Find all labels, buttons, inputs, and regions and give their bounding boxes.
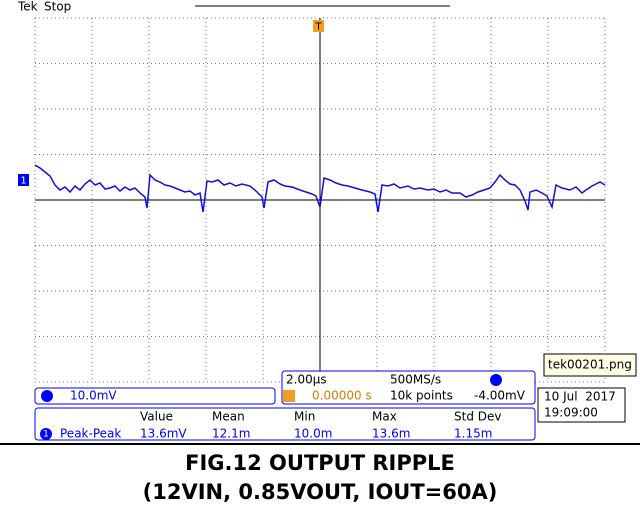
meas-header: Value xyxy=(140,410,173,424)
trig-icon xyxy=(283,390,295,402)
meas-header: Mean xyxy=(212,410,245,424)
waveform xyxy=(34,164,606,213)
trigger-position: 0.00000 s xyxy=(312,389,372,403)
timebase: 2.00µs xyxy=(286,373,327,387)
ch-icon xyxy=(41,390,53,402)
acq-status: Stop xyxy=(44,0,71,14)
meas-value: 10.0m xyxy=(294,427,332,441)
meas-value: 13.6m xyxy=(372,427,410,441)
meas-value: 13.6mV xyxy=(140,427,187,441)
brand: Tek xyxy=(17,0,38,14)
trigger-marker-bg xyxy=(313,20,324,32)
caption-line1: FIG.12 OUTPUT RIPPLE xyxy=(185,451,455,475)
channel-scale: 10.0mV xyxy=(70,389,117,403)
measurement-table: Value Mean Min Max Std Dev 1 Peak-Peak 13.6mV 12… xyxy=(40,410,501,441)
channel-marker: 1 xyxy=(20,176,26,187)
meas-value: 12.1m xyxy=(212,427,250,441)
meas-header: Min xyxy=(294,410,315,424)
measurement-box xyxy=(34,407,536,441)
graticule xyxy=(34,17,606,383)
meas-header: Std Dev xyxy=(454,410,501,424)
trig-src-icon xyxy=(490,374,502,386)
channel-box xyxy=(34,387,276,405)
date: 10 Jul 2017 xyxy=(544,390,616,404)
channel-marker-bg xyxy=(18,174,29,186)
file-tooltip: tek00201.png xyxy=(548,358,632,372)
caption-line2: (12VIN, 0.85VOUT, IOUT=60A) xyxy=(143,480,498,504)
record-length: 10k points xyxy=(390,389,453,403)
meas-ch-icon xyxy=(40,428,52,440)
datetime-box xyxy=(537,387,626,423)
meas-header: Max xyxy=(372,410,397,424)
sample-rate: 500MS/s xyxy=(390,373,441,387)
meas-label: Peak-Peak xyxy=(60,427,121,441)
trigger-level: -4.00mV xyxy=(474,389,526,403)
timebase-box xyxy=(281,370,536,405)
time: 19:09:00 xyxy=(544,406,598,420)
meas-ch: 1 xyxy=(43,430,49,440)
meas-value: 1.15m xyxy=(454,427,492,441)
file-tooltip-box xyxy=(543,353,637,377)
trigger-marker: T xyxy=(314,22,322,33)
